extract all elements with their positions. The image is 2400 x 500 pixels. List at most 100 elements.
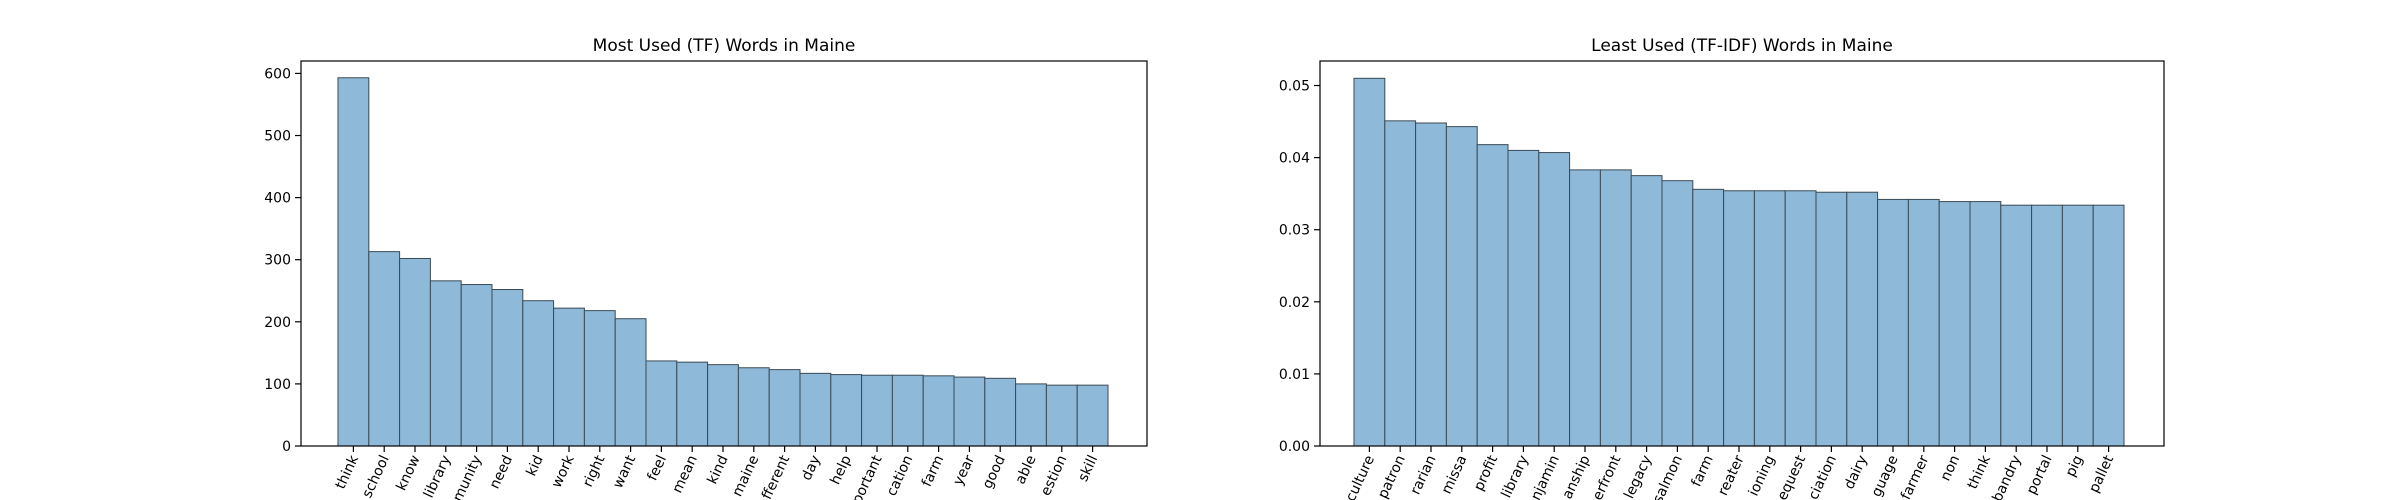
bar-greater	[1723, 190, 1755, 447]
y-tick-label: 200	[264, 315, 291, 331]
bar-library	[1507, 149, 1540, 447]
bar-good	[984, 377, 1017, 447]
x-tick-label: cation	[884, 453, 917, 499]
x-tick-label: pig	[2063, 453, 2087, 479]
bar-missa	[1445, 126, 1478, 447]
bar-community	[460, 284, 493, 447]
x-tick-label: dairy	[1841, 453, 1870, 492]
bar-agriculture	[1353, 77, 1386, 447]
bar-different	[768, 369, 801, 447]
x-tick-label: legacy	[1621, 453, 1655, 500]
x-tick-label: guage	[1869, 453, 1902, 499]
x-tick-label: good	[980, 453, 1009, 491]
bar-dairy	[1846, 191, 1879, 447]
x-tick-label: pallet	[2086, 452, 2117, 495]
bar-mean	[676, 361, 709, 447]
x-tick-label: school	[359, 453, 392, 500]
x-tick-label: mean	[670, 453, 701, 496]
bar-questioning	[1753, 190, 1786, 447]
x-tick-label: farm	[1689, 453, 1717, 489]
chart-least-used-tfidf: Least Used (TF-IDF) Words in Maine 0.00 0.…	[1279, 36, 2165, 500]
y-tick-label: 0.04	[1279, 151, 1310, 167]
bar-kid	[522, 300, 555, 447]
bar-important	[861, 374, 893, 447]
x-tick-label: portal	[2024, 453, 2056, 497]
y-tick-label: 300	[264, 253, 291, 269]
bar-farmer	[1907, 198, 1940, 447]
x-tick-label: year	[950, 453, 978, 488]
bar-school	[368, 251, 401, 447]
bar-need	[491, 289, 524, 447]
x-tick-label: library	[421, 453, 455, 500]
bar-profit	[1476, 144, 1509, 447]
y-tick-label: 0.05	[1279, 79, 1310, 95]
bar-request	[1784, 190, 1817, 447]
bar-non	[1938, 201, 1971, 447]
x-tick-label: bandry	[1989, 453, 2024, 500]
bar-maine	[737, 367, 770, 447]
chart-title: Most Used (TF) Words in Maine	[593, 36, 856, 56]
bar-pallet	[2092, 204, 2125, 447]
bar-help	[830, 374, 863, 447]
x-tick-label: know	[393, 453, 423, 493]
bar-want	[614, 318, 647, 447]
x-tick-label: patron	[1375, 453, 1409, 500]
bar-association	[1815, 191, 1848, 447]
chart-most-used-tf: Most Used (TF) Words in Maine 0 100 200 300 4…	[264, 36, 1148, 500]
bar-day	[799, 372, 832, 447]
chart-title: Least Used (TF-IDF) Words in Maine	[1591, 36, 1893, 56]
bar-legacy	[1630, 175, 1663, 447]
x-tick-label: want	[610, 452, 639, 490]
y-tick-label: 0.00	[1279, 439, 1310, 455]
x-tick-label: work	[549, 452, 578, 490]
x-tick-label: portant	[849, 452, 886, 500]
bar-farm	[1692, 188, 1725, 447]
y-tick-label: 0.01	[1279, 367, 1310, 383]
bar-language	[1877, 198, 1909, 447]
x-tick-label: right	[580, 452, 609, 489]
x-tick-label: rarian	[1408, 453, 1440, 497]
x-tick-label: feel	[645, 453, 671, 483]
bar-kind	[707, 364, 739, 447]
x-tick-label: culture	[1343, 453, 1378, 500]
bar-farm	[922, 375, 955, 447]
x-tick-label: kid	[523, 453, 546, 479]
bar-portal	[2031, 204, 2063, 447]
y-tick-label: 0.03	[1279, 223, 1310, 239]
y-tick-label: 0	[282, 439, 291, 455]
y-tick-label: 400	[264, 191, 291, 207]
x-tick-label: reater	[1715, 453, 1748, 499]
bar-salmon	[1661, 180, 1694, 447]
x-tick-label: think	[1965, 452, 1995, 492]
x-tick-label: equest	[1775, 452, 1810, 500]
x-tick-label: profit	[1471, 452, 1501, 493]
x-tick-label: kind	[705, 453, 732, 487]
bar-waterfront	[1599, 169, 1632, 447]
x-tick-label: missa	[1439, 453, 1471, 497]
x-tick-label: njamin	[1528, 453, 1563, 500]
x-tick-label: library	[1498, 453, 1532, 500]
bar-think	[1969, 201, 2002, 447]
bar-library	[429, 280, 462, 447]
x-tick-label: anship	[1560, 453, 1594, 500]
y-tick-label: 100	[264, 377, 291, 393]
x-tick-label: fferent	[759, 452, 793, 500]
x-tick-label: ciation	[1806, 453, 1840, 500]
bar-know	[399, 257, 431, 447]
y-tick-label: 600	[264, 66, 291, 82]
bar-husbandry	[2000, 204, 2033, 447]
bar-pig	[2061, 204, 2094, 447]
x-tick-label: munity	[450, 453, 485, 500]
axes-frame	[1319, 60, 2165, 447]
x-tick-label: think	[333, 452, 363, 492]
x-tick-label: farmer	[1898, 453, 1932, 500]
bar-right	[583, 310, 616, 447]
bar-stewardship	[1569, 169, 1601, 447]
bar-education	[891, 374, 924, 447]
x-tick-label: need	[487, 453, 516, 491]
bar-work	[553, 307, 585, 447]
bar-librarian	[1415, 122, 1447, 447]
bar-benjamin	[1538, 152, 1571, 447]
x-tick-label: skill	[1075, 453, 1101, 484]
axes-frame	[300, 60, 1148, 447]
